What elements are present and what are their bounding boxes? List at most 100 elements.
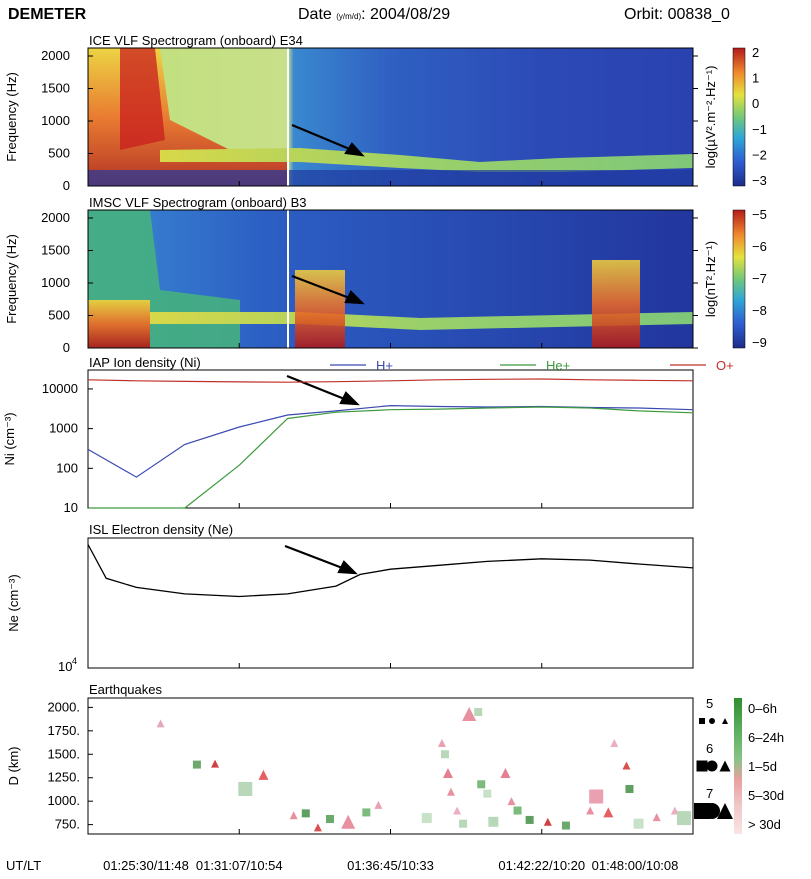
earthquake-marker (561, 821, 570, 830)
legend-size-label: 7 (706, 786, 713, 801)
earthquake-marker (513, 806, 522, 815)
legend-circle-marker (706, 760, 718, 772)
spectrogram-hiss-band (160, 148, 693, 172)
y-axis-label: Ni (cm⁻³) (2, 412, 17, 465)
y-tick-label: 1000 (41, 113, 70, 128)
colorbar-tick-label: −3 (752, 173, 767, 188)
colorbar-tick-label: −9 (752, 335, 767, 350)
earthquake-marker (670, 806, 679, 815)
earthquake-marker (488, 816, 499, 827)
colorbar-ice (732, 47, 746, 187)
colorbar-label: log(nT².Hz⁻¹) (703, 241, 718, 317)
earthquake-marker (421, 813, 432, 824)
series-line-He-plus (88, 406, 694, 509)
colorbar-tick-label: 2 (752, 45, 759, 60)
colorbar-tick-label: −7 (752, 271, 767, 286)
y-tick-label: 0 (63, 178, 70, 193)
y-axis-label: D (km) (6, 747, 21, 786)
earthquake-marker (442, 768, 453, 779)
y-tick-label: 100 (56, 460, 78, 475)
colorbar-tick-label: −1 (752, 122, 767, 137)
panel-isl-electron-density: ISL Electron density (Ne) (87, 522, 694, 669)
earthquake-marker (326, 814, 334, 823)
x-tick-label: 01:42:22/10:20 (498, 858, 585, 873)
legend-circle-marker (709, 718, 715, 724)
colorbar-tick-label: −2 (752, 147, 767, 162)
colorbar-label: log(µV².m⁻².Hz⁻¹) (703, 66, 718, 169)
earthquake-marker (313, 823, 322, 832)
legend-time-label: > 30d (748, 817, 781, 832)
annotation-arrows (284, 123, 365, 575)
spectrogram-hotspot-core (88, 300, 150, 348)
earthquake-marker (440, 750, 449, 759)
panel-frame (87, 369, 694, 509)
colorbar-tick-label: 0 (752, 96, 759, 111)
y-tick-label: 2000 (41, 48, 70, 63)
y-tick-label: 1000. (47, 793, 80, 808)
colorbar-tick-label: −8 (752, 303, 767, 318)
series-line-O-plus (87, 378, 694, 383)
arrow-line (286, 374, 348, 402)
earthquake-marker (156, 719, 165, 728)
legend-triangle-marker (719, 760, 731, 772)
y-tick-label: 1500 (41, 81, 70, 96)
earthquake-marker (459, 819, 468, 828)
arrow-line (284, 544, 346, 571)
earthquake-marker (362, 808, 371, 817)
earthquake-marker (525, 815, 534, 824)
panel-frame (87, 537, 694, 669)
earthquake-marker (652, 813, 661, 822)
y-tick-label: 1000 (49, 421, 78, 436)
y-tick-label: 2000 (41, 210, 70, 225)
earthquake-marker (589, 789, 604, 804)
x-tick-label: 01:36:45/10:33 (347, 858, 434, 873)
earthquake-marker (586, 806, 595, 815)
y-tick-label: 1750. (47, 723, 80, 738)
y-tick-label: 0 (63, 340, 70, 355)
date-label: Date (y/m/d): 2004/08/29 (298, 6, 450, 24)
x-tick-label: 01:25:30/11:48 (103, 858, 189, 873)
earthquake-marker (625, 784, 634, 793)
arrow-head (344, 290, 365, 305)
legend-triangle-marker (717, 803, 733, 819)
panel-iap-ion-density: IAP Ion density (Ni) (87, 355, 694, 509)
earthquake-marker (289, 811, 298, 820)
panel-title: ISL Electron density (Ne) (89, 522, 233, 537)
date-value: : 2004/08/29 (361, 6, 451, 23)
y-tick-label: 10 (58, 659, 72, 674)
x-axis-label: UT/LT (6, 858, 41, 873)
earthquake-marker (341, 814, 356, 829)
x-tick-label: 01:48:00/10:08 (592, 858, 679, 873)
earthquake-marker (211, 759, 220, 768)
earthquake-marker (447, 787, 455, 796)
x-tick-label: 01:31:07/10:54 (196, 858, 283, 873)
earthquake-marker (437, 739, 446, 748)
series-line-H-plus (87, 404, 694, 478)
arrow-head (337, 560, 358, 575)
legend-label: O+ (716, 358, 734, 373)
earthquake-marker (258, 769, 269, 780)
earthquake-marker (507, 797, 516, 806)
legend-label: He+ (546, 358, 570, 373)
legend-triangle-marker (722, 718, 728, 724)
y-tick-label: 500 (48, 146, 70, 161)
earthquake-marker (500, 768, 511, 779)
legend-size-label: 5 (706, 696, 713, 711)
y-axis-label: Frequency (Hz) (4, 72, 19, 162)
y-tick-label: 10000 (42, 381, 78, 396)
y-tick-label: 500 (48, 308, 70, 323)
spectrogram-burst (295, 270, 345, 348)
series-line-ne (87, 544, 694, 598)
panel-title: IAP Ion density (Ni) (89, 355, 201, 370)
y-tick-label: 1500 (41, 243, 70, 258)
arrow-head (339, 391, 360, 406)
earthquake-marker (474, 708, 483, 717)
y-tick-label: 2000. (47, 699, 80, 714)
y-tick-exponent: 4 (72, 656, 77, 666)
colorbar-imsc (732, 209, 746, 349)
orbit-label: Orbit: 00838_0 (624, 6, 730, 23)
arrow-line (291, 123, 353, 152)
panel-ice-spectrogram: ICE VLF Spectrogram (onboard) E34 (87, 33, 694, 187)
